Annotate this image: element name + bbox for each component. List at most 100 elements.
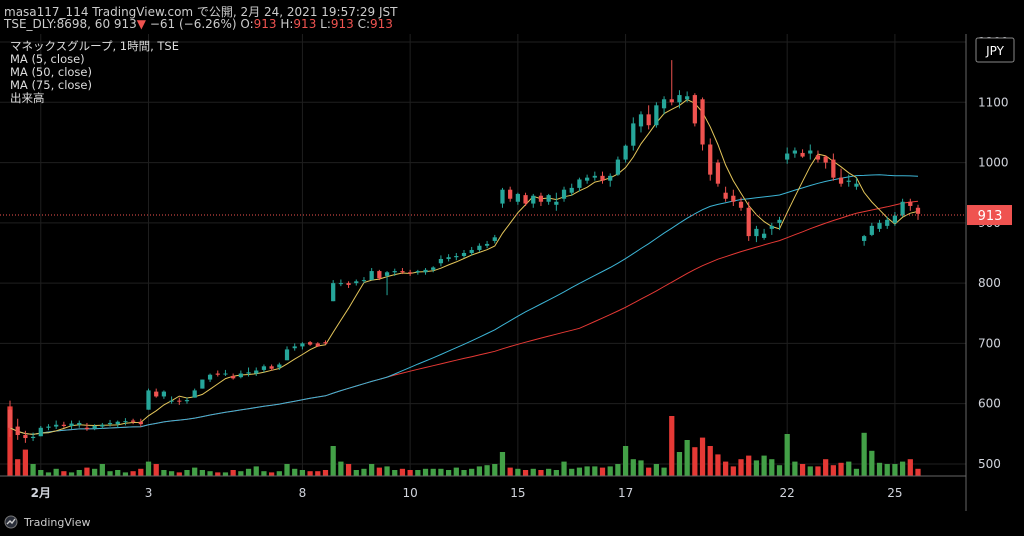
volume-bar [168,471,175,476]
candle-body [184,400,190,402]
volume-bar [445,470,452,476]
tradingview-logo-icon [4,515,18,529]
candle-body [400,271,405,273]
volume-bar [415,470,421,476]
volume-bar [261,471,267,476]
candle-body [531,195,536,204]
candle-body [654,105,659,126]
volume-bar [153,464,159,476]
volume-bar [230,470,236,476]
candle-body [838,177,844,184]
candle-body [785,153,790,160]
legend-ma75: MA (75, close) [10,78,92,92]
candle-body [869,225,874,235]
candle-body [200,379,205,389]
volume-bar [45,472,52,476]
volume-bar [330,446,336,476]
candle-body [885,219,890,226]
candle-body [815,155,821,160]
price-tag-label: 913 [978,209,1003,224]
volume-bar [161,470,167,476]
volume-bar [607,466,613,476]
axes: 5006007008009001000110012002月38101517222… [0,34,1015,511]
candle-body [361,280,367,282]
candle-body [408,272,413,274]
candle-body [131,420,136,422]
brand-label: TradingView [24,515,91,529]
volume-bar [561,461,567,476]
candle-body [646,114,651,126]
candle-body [315,343,320,347]
volume-bar [238,471,244,476]
volume-bar [730,466,736,476]
candle-body [461,252,467,256]
candle-body [692,95,697,124]
volume-bar [469,468,475,476]
candle-body [207,374,213,380]
candle-body [831,159,836,178]
volume-bar [684,440,690,476]
candle-body [746,207,751,237]
volume-bar [746,455,752,476]
y-tick-label: 500 [978,457,1001,471]
volume-bar [130,471,136,476]
x-tick-label: 17 [618,486,633,500]
high-label: H: [276,17,294,31]
candle-body [223,373,228,375]
volume-bar [369,464,375,476]
volume-bar [145,461,152,476]
candlestick-chart[interactable]: 5006007008009001000110012002月38101517222… [0,34,1024,511]
candle-body [523,195,528,204]
volume-bar [92,468,98,476]
legend-ma5: MA (5, close) [10,52,85,66]
candle-body [138,421,143,425]
candle-body [123,421,128,423]
candle-body [69,423,74,426]
tradingview-brand[interactable]: TradingView [4,515,90,529]
volume-bar [476,466,483,476]
low-label: L: [316,17,331,31]
candle-body [800,152,805,157]
candle-body [300,343,305,347]
candle-body [631,123,636,146]
candle-body [46,426,51,428]
y-tick-label: 1100 [978,95,1009,109]
candle-body [392,271,397,273]
candle-body [161,391,167,397]
volume-bar [392,470,398,476]
volume-bar [138,468,144,476]
volume-bar [830,465,836,476]
volume-bar [61,471,67,476]
candle-body [307,342,313,345]
y-tick-label: 600 [978,397,1001,411]
candle-body [446,257,451,260]
volume-bar [892,464,898,476]
low-value: 913 [330,17,354,31]
candle-body [738,201,744,208]
legend-volume: 出来高 [10,91,45,105]
candle-body [115,421,120,425]
ma50-line [9,174,919,435]
candle-body [777,219,782,223]
volume-bar [799,464,806,476]
candle-body [477,245,482,250]
candle-body [338,283,343,285]
chart-area[interactable]: 5006007008009001000110012002月38101517222… [0,34,1024,511]
volume-bar [245,468,252,476]
volume-bar [823,459,829,476]
ma5-line [9,99,919,435]
candle-body [515,193,520,202]
candle-body [215,373,220,375]
volume-bar [53,468,59,476]
chart-legend: マネックスグループ, 1時間, TSE MA (5, close) MA (50… [10,40,179,105]
price-tag [967,205,1012,226]
volume-bar [584,466,590,476]
volume-bar [669,416,675,476]
volume-bar [869,450,875,476]
candle-body [761,233,767,238]
candle-body [354,281,359,284]
candle-body [469,249,474,253]
volume-bar [707,446,713,476]
volume-bar [76,470,82,476]
candle-body [84,427,90,429]
